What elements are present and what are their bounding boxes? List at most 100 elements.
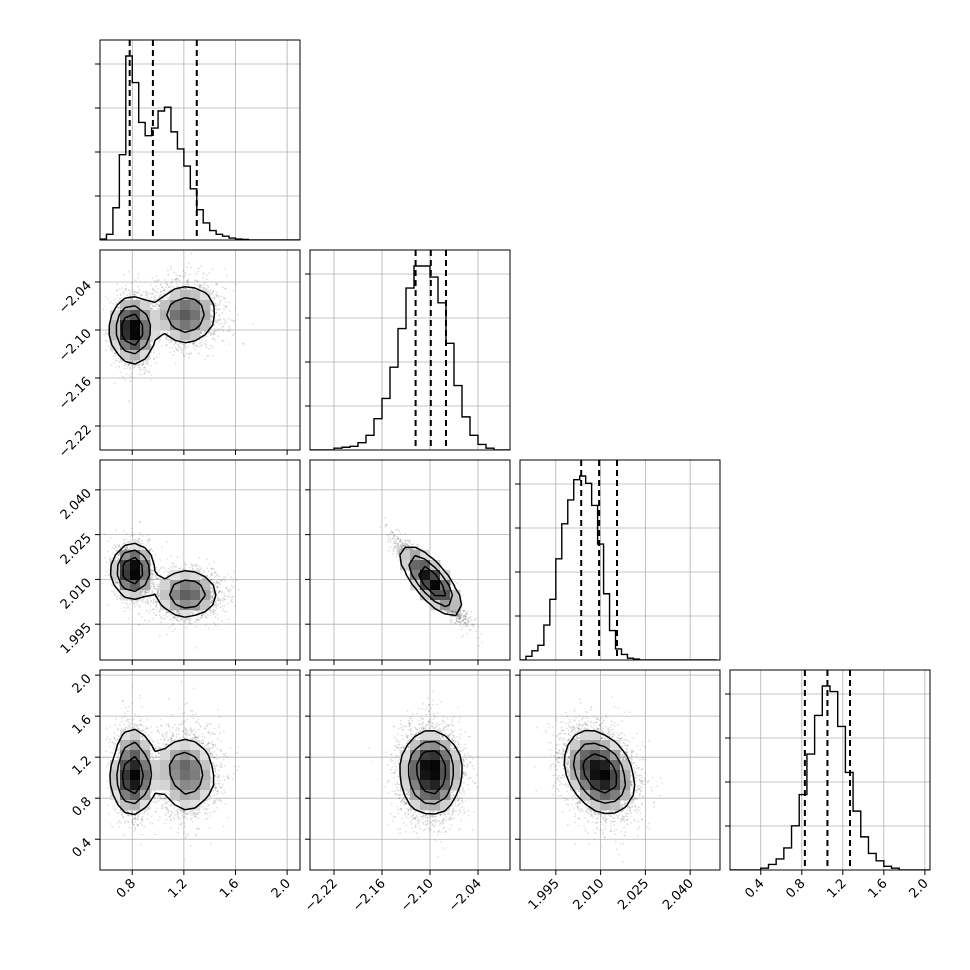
- sample-point: [211, 310, 214, 312]
- sample-point: [158, 296, 161, 298]
- density-cell: [180, 320, 191, 331]
- sample-point: [220, 322, 223, 325]
- sample-point: [186, 279, 189, 282]
- sample-point: [225, 305, 228, 307]
- sample-point: [220, 327, 223, 330]
- sample-point: [205, 343, 208, 346]
- sample-point: [222, 318, 225, 320]
- sample-point: [129, 380, 132, 383]
- sample-point: [192, 346, 195, 348]
- sample-point: [123, 606, 126, 609]
- sample-point: [197, 270, 200, 273]
- sample-point: [153, 358, 155, 361]
- sample-point: [186, 288, 189, 291]
- sample-point: [116, 301, 118, 304]
- sample-point: [143, 366, 145, 369]
- sample-point: [176, 285, 179, 288]
- sample-point: [168, 346, 171, 349]
- sample-point: [160, 290, 162, 293]
- sample-point: [141, 364, 143, 366]
- sample-point: [106, 571, 109, 574]
- sample-point: [110, 306, 113, 309]
- density-cell: [180, 290, 191, 301]
- sample-point: [183, 355, 186, 358]
- sample-point: [140, 590, 143, 593]
- sample-point: [222, 340, 225, 342]
- sample-point: [222, 304, 225, 307]
- sample-point: [150, 308, 152, 310]
- sample-point: [178, 279, 181, 282]
- panel-content: [100, 460, 300, 660]
- sample-point: [217, 329, 220, 332]
- sample-point: [219, 299, 222, 302]
- density-cell: [120, 330, 131, 341]
- sample-point: [169, 286, 172, 288]
- sample-point: [181, 343, 184, 346]
- sample-point: [105, 340, 108, 343]
- sample-point: [132, 361, 135, 363]
- sample-point: [154, 305, 157, 307]
- sample-point: [154, 290, 157, 292]
- sample-point: [242, 342, 245, 345]
- sample-point: [185, 266, 188, 269]
- sample-point: [118, 288, 121, 291]
- sample-point: [176, 343, 179, 345]
- sample-point: [174, 341, 177, 343]
- sample-point: [185, 281, 188, 283]
- sample-point: [144, 291, 147, 294]
- density-cell: [130, 350, 141, 361]
- sample-point: [176, 348, 179, 351]
- sample-point: [185, 352, 188, 355]
- sample-point: [103, 333, 106, 336]
- sample-point: [142, 363, 145, 366]
- sample-point: [198, 284, 201, 287]
- density-cell: [150, 310, 161, 321]
- sample-point: [128, 540, 131, 543]
- sample-point: [137, 366, 140, 369]
- sample-point: [160, 283, 163, 286]
- sample-point: [174, 346, 176, 348]
- sample-point: [204, 331, 207, 334]
- y-tick-label: −2.10: [56, 326, 95, 365]
- sample-point: [167, 273, 170, 276]
- sample-point: [120, 360, 123, 363]
- sample-point: [154, 298, 157, 301]
- sample-point: [118, 307, 120, 309]
- histogram-panel-p2: [515, 459, 721, 661]
- sample-point: [196, 279, 199, 282]
- sample-point: [184, 271, 187, 274]
- sample-point: [187, 283, 190, 286]
- sample-point: [140, 368, 143, 371]
- sample-point: [151, 304, 154, 307]
- sample-point: [223, 322, 226, 325]
- sample-point: [133, 279, 136, 282]
- sample-point: [171, 281, 174, 284]
- sample-point: [160, 290, 162, 293]
- sample-point: [135, 360, 138, 363]
- sample-point: [131, 372, 133, 375]
- sample-point: [213, 297, 216, 300]
- sample-point: [146, 290, 148, 293]
- sample-point: [146, 360, 149, 363]
- sample-point: [213, 337, 215, 340]
- sample-point: [141, 363, 144, 365]
- sample-point: [226, 329, 229, 332]
- sample-point: [203, 358, 206, 360]
- sample-point: [188, 352, 191, 355]
- sample-point: [118, 365, 120, 368]
- sample-point: [164, 282, 167, 285]
- sample-point: [193, 282, 196, 285]
- x-tick-label: 0.8: [783, 876, 808, 901]
- sample-point: [205, 355, 208, 358]
- sample-point: [201, 277, 204, 280]
- sample-point: [198, 286, 201, 289]
- sample-point: [142, 360, 145, 363]
- sample-point: [123, 542, 126, 544]
- sample-point: [213, 324, 216, 327]
- sample-point: [104, 339, 107, 342]
- sample-point: [116, 294, 119, 297]
- density-cell: [130, 320, 141, 331]
- sample-point: [225, 306, 228, 309]
- sample-point: [199, 286, 202, 288]
- sample-point: [156, 307, 159, 310]
